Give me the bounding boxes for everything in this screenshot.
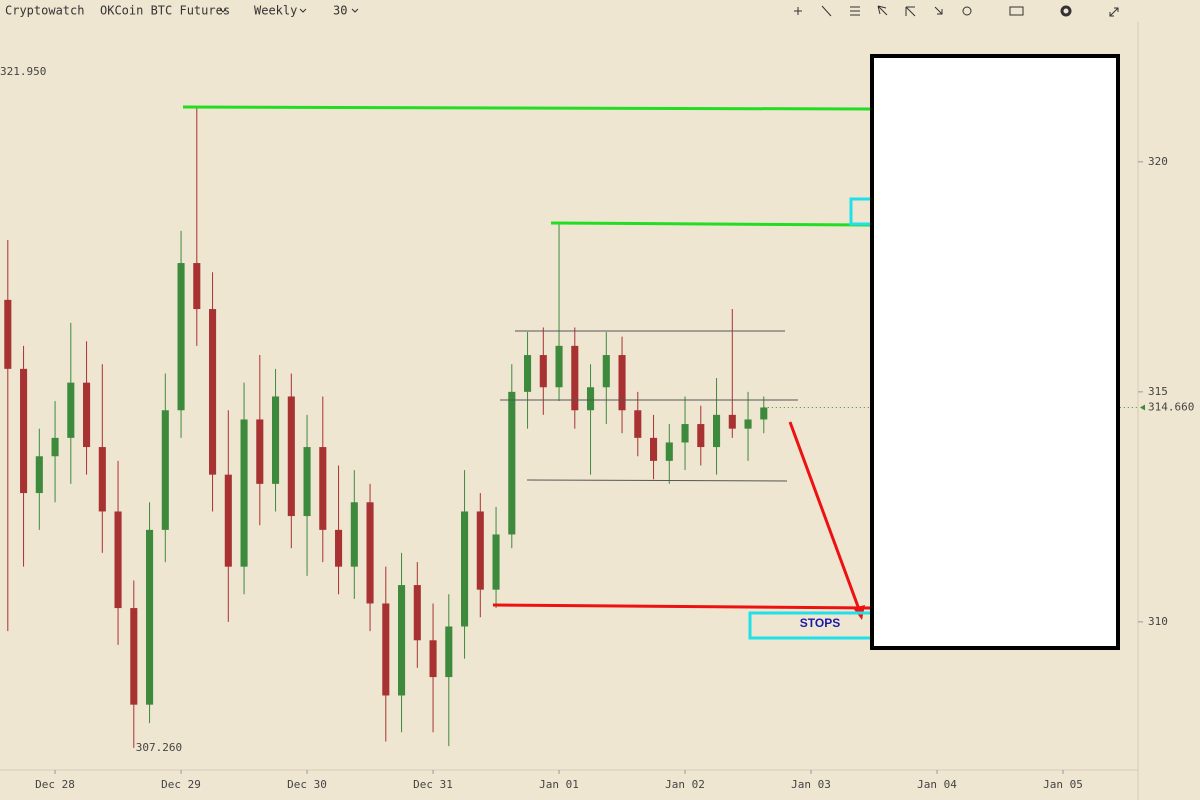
candle-body: [67, 382, 75, 438]
candle-body: [413, 585, 421, 641]
x-tick-label: Dec 28: [35, 778, 75, 791]
candle-body: [209, 309, 217, 475]
candle-body: [240, 419, 248, 567]
resistance-line: [550, 221, 871, 227]
candle-body: [193, 263, 201, 310]
fullscreen-button[interactable]: [1109, 7, 1119, 17]
candle-body: [602, 355, 610, 388]
candle-body: [366, 502, 374, 604]
candle-body: [744, 419, 752, 429]
candle-body: [161, 410, 169, 530]
candle-body: [681, 424, 689, 443]
arrow-tool[interactable]: [934, 6, 943, 15]
candle-body: [665, 442, 673, 461]
x-tick-label: Jan 01: [539, 778, 579, 791]
candle-body: [335, 529, 343, 567]
candle-body: [98, 447, 106, 512]
candle-body: [492, 534, 500, 590]
candle-body: [272, 396, 280, 484]
candle-body: [4, 299, 12, 369]
fan-tool[interactable]: [877, 5, 888, 16]
candle-body: [51, 437, 59, 457]
settings-button[interactable]: [1060, 5, 1072, 17]
candle-body: [476, 511, 484, 590]
line-tool[interactable]: [821, 5, 832, 17]
candle-body: [618, 355, 626, 411]
candle-body: [728, 414, 736, 429]
candle-body: [429, 640, 437, 678]
period-select[interactable]: Weekly: [254, 4, 297, 18]
last-price-marker: [1140, 404, 1145, 411]
app-name[interactable]: Cryptowatch: [5, 4, 84, 18]
x-tick-label: Dec 30: [287, 778, 327, 791]
blank-box: [870, 54, 1120, 650]
toolbar: Cryptowatch OKCoin BTC Futures Weekly 30: [5, 4, 1119, 18]
candle-body: [35, 456, 43, 494]
crosshair-tool[interactable]: [794, 7, 802, 15]
candle-body: [571, 345, 579, 411]
candle-body: [20, 368, 28, 494]
resistance-line: [182, 105, 871, 111]
candle-body: [539, 355, 547, 388]
candle-body: [634, 410, 642, 438]
x-tick-label: Dec 31: [413, 778, 453, 791]
candle-body: [650, 437, 658, 461]
candle-body: [303, 447, 311, 517]
x-tick-label: Jan 04: [917, 778, 957, 791]
candle-body: [130, 608, 138, 705]
candle-body: [382, 603, 390, 696]
candle-body: [524, 355, 532, 392]
interval-select[interactable]: 30: [333, 4, 347, 18]
candle-body: [177, 263, 185, 411]
candle-body: [555, 345, 563, 388]
y-tick-label: 320: [1148, 155, 1168, 168]
dropdown-carets: [219, 8, 359, 13]
fib-tool[interactable]: [905, 6, 916, 17]
candle-body: [760, 407, 768, 420]
x-tick-label: Jan 05: [1043, 778, 1083, 791]
x-tick-label: Dec 29: [161, 778, 201, 791]
candle-body: [697, 424, 705, 448]
candle-body: [350, 502, 358, 567]
range-line: [526, 479, 788, 482]
candle-body: [461, 511, 469, 627]
high-label: 321.950: [0, 65, 46, 78]
hline-tool[interactable]: [850, 6, 860, 16]
candle-body: [287, 396, 295, 517]
low-label: 307.260: [136, 741, 182, 754]
circle-tool[interactable]: [962, 6, 972, 16]
candle-body: [587, 387, 595, 411]
y-tick-label: 315: [1148, 385, 1168, 398]
candle-body: [319, 447, 327, 530]
candle-body: [445, 626, 453, 678]
candle-body: [256, 419, 264, 484]
x-tick-label: Jan 03: [791, 778, 831, 791]
annotation-text: STOPS: [800, 616, 840, 630]
last-price-label: 314.660: [1148, 401, 1194, 414]
candle-body: [508, 391, 516, 535]
candle-body: [114, 511, 122, 609]
support-line: [492, 603, 873, 610]
candle-body: [146, 529, 154, 705]
candle-body: [83, 382, 91, 448]
x-tick-label: Jan 02: [665, 778, 705, 791]
candle-body: [398, 585, 406, 696]
drawings: STOPS: [182, 54, 1120, 650]
arrow-shaft: [788, 421, 862, 613]
candle-body: [224, 474, 232, 567]
plot: 310 315 320 Dec 28 Dec 29 Dec 30 Dec 31 Jan 01 J…: [0, 65, 1194, 791]
y-tick-label: 310: [1148, 615, 1168, 628]
keyboard-button[interactable]: [1009, 6, 1024, 16]
candle-body: [712, 414, 721, 448]
market-select[interactable]: OKCoin BTC Futures: [100, 4, 230, 18]
